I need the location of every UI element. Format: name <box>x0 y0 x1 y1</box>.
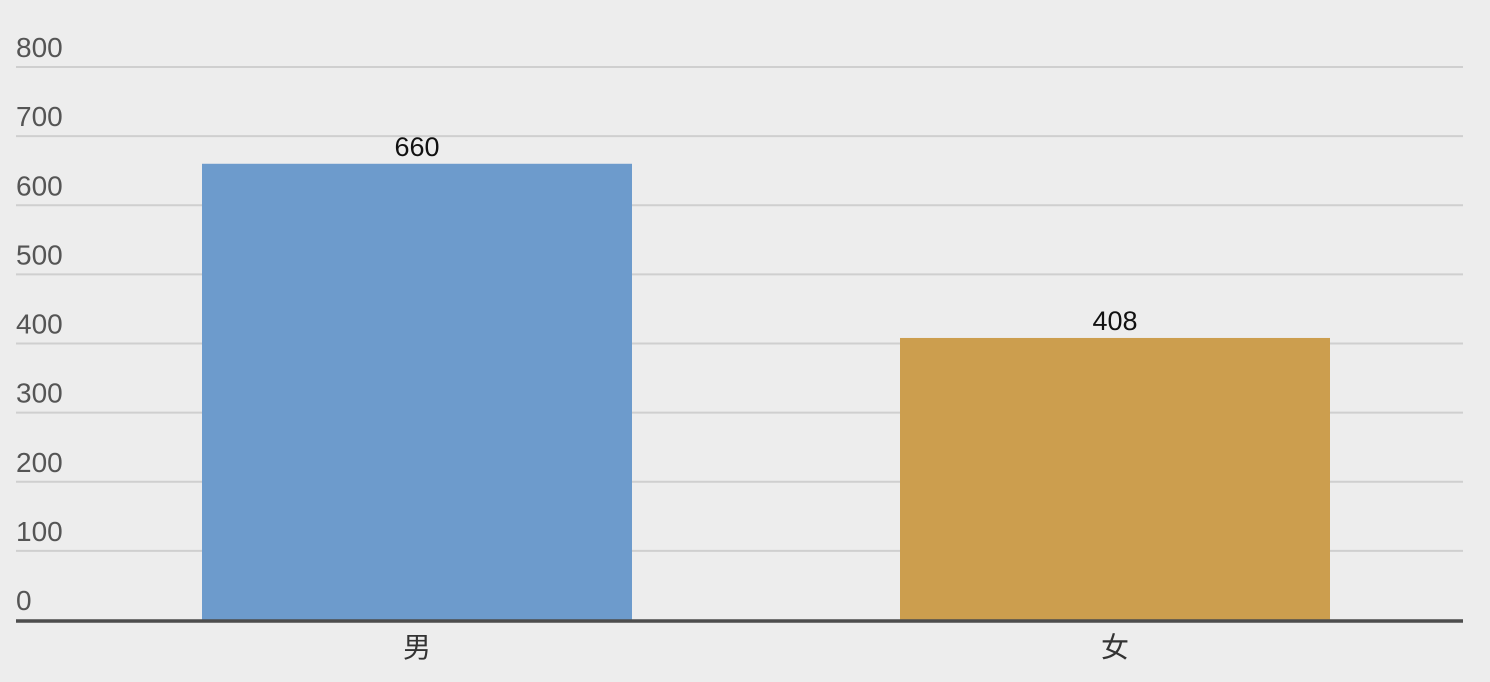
data-labels: 660 408 <box>394 132 1137 336</box>
y-tick-label-200: 200 <box>16 447 63 478</box>
y-tick-label-800: 800 <box>16 32 63 63</box>
category-label-1: 女 <box>1101 631 1129 664</box>
y-tick-label-600: 600 <box>16 170 63 201</box>
data-label-0: 660 <box>394 132 439 162</box>
y-tick-label-700: 700 <box>16 101 63 132</box>
x-axis-categories: 男女 <box>403 631 1129 664</box>
data-label-1: 408 <box>1092 306 1137 336</box>
y-tick-label-400: 400 <box>16 309 63 340</box>
y-tick-label-500: 500 <box>16 239 63 270</box>
y-tick-label-0: 0 <box>16 585 32 616</box>
bar-1 <box>900 337 1330 620</box>
category-label-0: 男 <box>403 631 431 664</box>
bar-0 <box>202 163 632 620</box>
y-axis-ticks: 0 100 200 300 400 500 600 700 800 <box>16 32 63 616</box>
bar-series <box>202 163 1330 620</box>
y-tick-label-300: 300 <box>16 378 63 409</box>
y-tick-label-100: 100 <box>16 516 63 547</box>
